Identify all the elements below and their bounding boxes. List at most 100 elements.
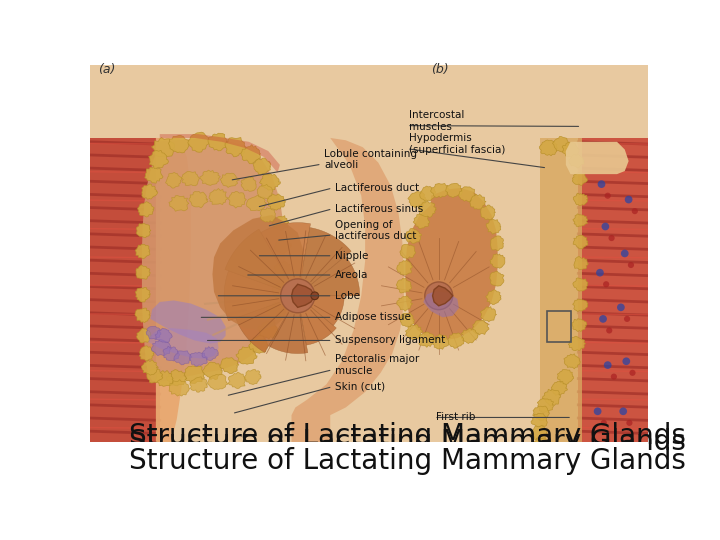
Circle shape [594, 408, 601, 415]
Text: Structure of Lactating Mammary Glands: Structure of Lactating Mammary Glands [129, 447, 685, 475]
Circle shape [624, 316, 630, 322]
Polygon shape [419, 332, 435, 347]
Polygon shape [220, 173, 239, 187]
Polygon shape [275, 239, 292, 253]
Circle shape [629, 370, 636, 376]
Polygon shape [574, 256, 588, 270]
Polygon shape [163, 346, 179, 361]
Polygon shape [573, 278, 588, 291]
Polygon shape [135, 245, 150, 259]
Polygon shape [573, 193, 588, 206]
Polygon shape [572, 299, 588, 312]
Polygon shape [399, 313, 415, 327]
Polygon shape [472, 320, 489, 335]
Polygon shape [537, 399, 554, 413]
Polygon shape [142, 184, 158, 199]
Polygon shape [189, 352, 207, 366]
Polygon shape [135, 308, 150, 322]
Polygon shape [572, 319, 587, 332]
Polygon shape [300, 227, 351, 286]
Polygon shape [136, 265, 150, 279]
Polygon shape [224, 271, 283, 321]
Polygon shape [470, 194, 486, 209]
Polygon shape [572, 172, 588, 185]
Circle shape [605, 193, 611, 199]
Circle shape [599, 315, 607, 323]
Circle shape [603, 281, 609, 287]
Polygon shape [539, 138, 582, 465]
Polygon shape [531, 426, 547, 441]
Polygon shape [228, 372, 246, 389]
Polygon shape [533, 438, 549, 452]
Polygon shape [147, 369, 163, 383]
Polygon shape [209, 188, 228, 205]
Polygon shape [539, 140, 557, 156]
Text: First rib: First rib [436, 413, 476, 422]
Polygon shape [241, 145, 261, 164]
Polygon shape [570, 458, 585, 472]
Text: Adipose tissue: Adipose tissue [335, 312, 411, 322]
Circle shape [628, 262, 634, 268]
Text: Intercostal
muscles: Intercostal muscles [409, 110, 464, 132]
Text: Structure of Lactating Mammary Glands: Structure of Lactating Mammary Glands [129, 422, 685, 450]
Text: Suspensory ligament: Suspensory ligament [335, 335, 445, 346]
Polygon shape [188, 132, 210, 152]
Text: Skin (cut): Skin (cut) [335, 382, 385, 392]
Circle shape [611, 374, 617, 380]
Polygon shape [272, 215, 289, 231]
Polygon shape [156, 138, 191, 465]
Circle shape [621, 249, 629, 257]
Circle shape [600, 420, 607, 426]
Polygon shape [137, 328, 151, 343]
Polygon shape [267, 194, 285, 210]
Polygon shape [146, 326, 161, 340]
Polygon shape [486, 290, 501, 305]
Polygon shape [212, 215, 303, 330]
Polygon shape [432, 334, 449, 349]
Polygon shape [166, 369, 187, 386]
Polygon shape [236, 347, 257, 364]
Polygon shape [292, 138, 404, 465]
Polygon shape [542, 389, 561, 406]
Polygon shape [490, 254, 505, 268]
Polygon shape [249, 335, 268, 353]
Circle shape [617, 303, 625, 311]
Polygon shape [184, 366, 204, 383]
Circle shape [598, 180, 606, 188]
Polygon shape [169, 380, 189, 396]
Text: (b): (b) [431, 63, 449, 76]
Polygon shape [148, 328, 219, 359]
Polygon shape [562, 142, 580, 157]
Polygon shape [545, 451, 564, 467]
Polygon shape [539, 447, 556, 460]
Polygon shape [220, 357, 239, 374]
Polygon shape [551, 381, 567, 395]
Polygon shape [557, 369, 574, 384]
Circle shape [622, 357, 630, 365]
Polygon shape [569, 154, 584, 168]
Polygon shape [272, 283, 290, 299]
Polygon shape [261, 208, 276, 222]
Polygon shape [148, 150, 168, 168]
Polygon shape [246, 195, 267, 211]
Polygon shape [202, 347, 218, 361]
Polygon shape [181, 171, 199, 186]
Polygon shape [241, 176, 256, 191]
Polygon shape [408, 192, 427, 208]
Circle shape [626, 420, 632, 426]
Circle shape [596, 269, 604, 276]
Polygon shape [566, 142, 629, 174]
Polygon shape [90, 138, 160, 465]
Polygon shape [225, 229, 290, 291]
Bar [90, 461, 648, 481]
Polygon shape [481, 205, 495, 220]
Polygon shape [208, 133, 228, 151]
Polygon shape [397, 260, 413, 275]
Polygon shape [266, 302, 286, 319]
Polygon shape [190, 377, 207, 392]
Polygon shape [533, 406, 549, 421]
Polygon shape [431, 184, 449, 198]
Polygon shape [140, 346, 154, 361]
Polygon shape [433, 286, 453, 306]
Polygon shape [462, 328, 478, 343]
